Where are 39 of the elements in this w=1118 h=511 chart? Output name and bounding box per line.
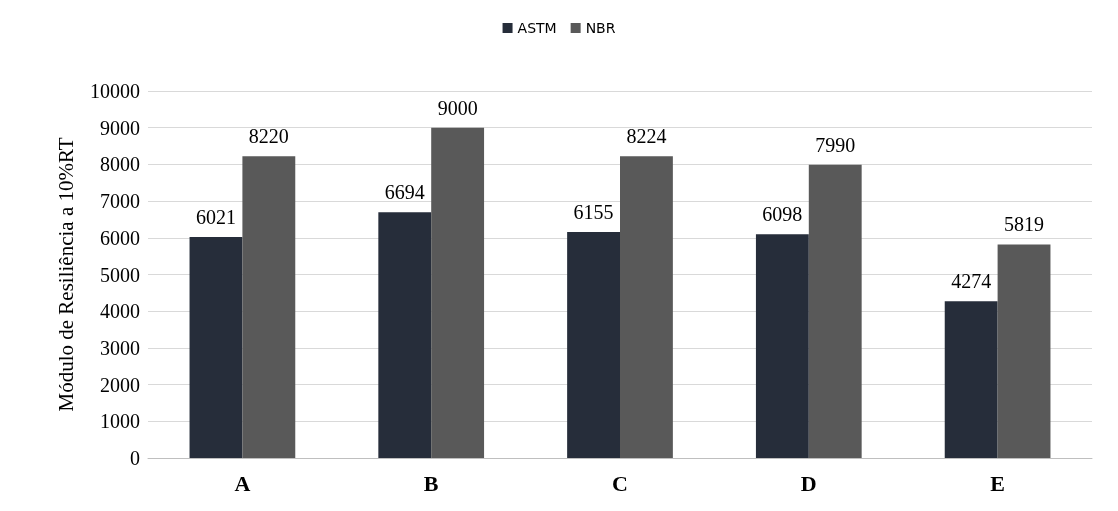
data-label: 9000 xyxy=(437,96,478,119)
bar xyxy=(189,237,243,458)
data-label: 6694 xyxy=(384,181,425,204)
y-tick-label: 10000 xyxy=(90,80,140,102)
bar xyxy=(997,244,1051,458)
bar xyxy=(242,156,296,458)
x-tick-label: A xyxy=(234,470,251,496)
bar xyxy=(431,127,485,458)
bar xyxy=(620,156,673,458)
bar xyxy=(378,212,432,458)
data-label: 8220 xyxy=(248,125,289,148)
y-tick-label: 3000 xyxy=(100,336,140,359)
y-tick-label: 0 xyxy=(130,447,140,469)
data-label: 4274 xyxy=(951,270,992,293)
y-tick-label: 1000 xyxy=(100,410,140,433)
bar xyxy=(808,164,862,458)
x-tick-label: D xyxy=(800,470,817,496)
bar xyxy=(944,301,998,458)
data-label: 8224 xyxy=(626,125,667,148)
data-label: 7990 xyxy=(815,133,856,156)
bar xyxy=(567,232,620,458)
x-tick-label: E xyxy=(990,470,1005,496)
legend-label: NBR xyxy=(585,20,616,36)
data-label: 5819 xyxy=(1004,213,1045,236)
data-label: 6098 xyxy=(762,203,803,226)
y-tick-label: 9000 xyxy=(100,116,140,139)
legend-label: ASTM xyxy=(517,20,557,36)
x-tick-label: B xyxy=(423,470,439,496)
y-tick-label: 4000 xyxy=(100,300,140,323)
data-label: 6155 xyxy=(573,201,614,224)
y-tick-label: 5000 xyxy=(100,263,140,286)
y-axis-title: Módulo de Resiliência a 10%RT xyxy=(53,137,78,412)
y-tick-label: 2000 xyxy=(100,373,140,396)
y-tick-label: 7000 xyxy=(100,190,140,213)
y-tick-label: 8000 xyxy=(100,153,140,176)
y-tick-label: 6000 xyxy=(100,226,140,249)
x-tick-label: C xyxy=(612,470,628,496)
bar xyxy=(755,234,809,458)
data-label: 6021 xyxy=(195,206,236,229)
